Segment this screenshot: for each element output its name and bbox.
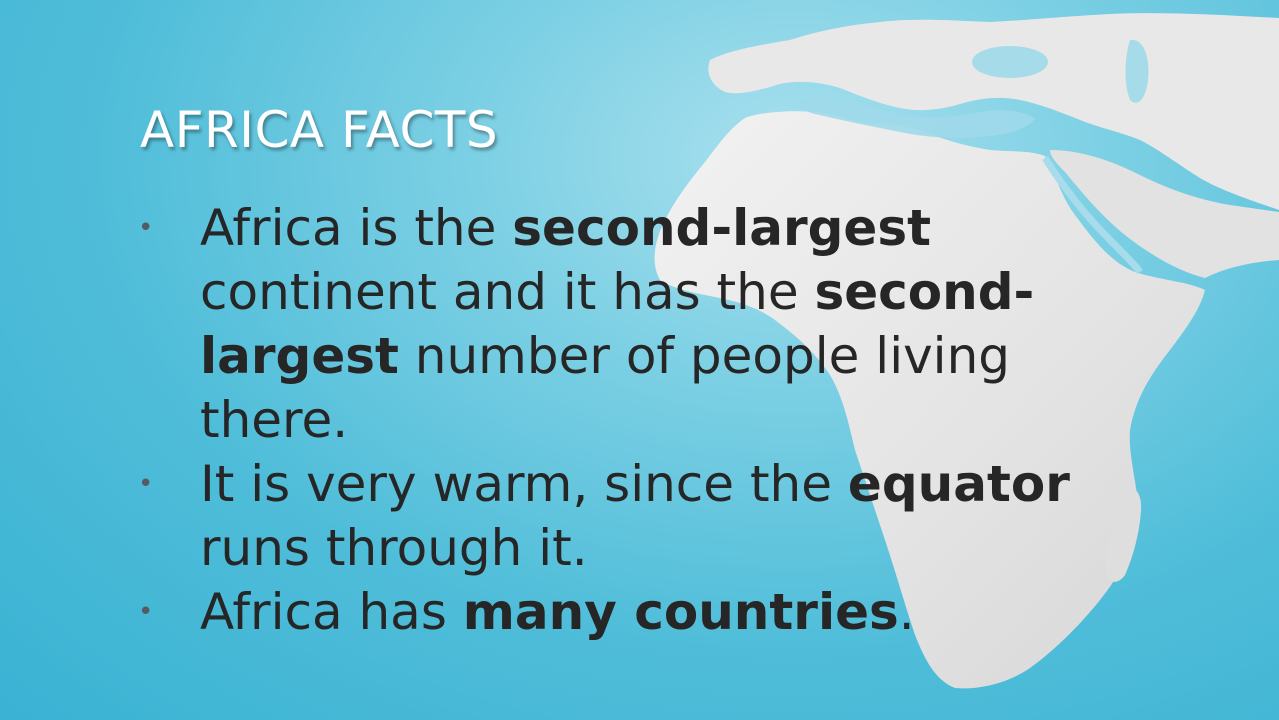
arabia-landmass: [1050, 150, 1279, 278]
bullet-text: It is very warm, since the equator runs …: [200, 455, 1070, 577]
bold-text-segment: second-largest: [200, 263, 1035, 385]
caspian-sea: [1125, 39, 1149, 103]
bullet-item: • Africa is the second-largest continent …: [138, 196, 1138, 452]
slide-title: AFRICA FACTS: [140, 101, 499, 159]
bold-text-segment: second-largest: [512, 199, 931, 257]
bullet-text: Africa is the second-largest continent a…: [200, 199, 1034, 449]
africa-landmass: [654, 111, 1205, 689]
bullet-icon: •: [138, 469, 154, 499]
madagascar-landmass: [1105, 487, 1142, 582]
bullet-item: • It is very warm, since the equator runs…: [138, 452, 1138, 580]
text-segment: continent and it has the: [200, 263, 815, 321]
black-sea: [972, 46, 1048, 78]
bullet-item: • Africa has many countries.: [138, 580, 1138, 644]
text-segment: It is very warm, since the: [200, 455, 848, 513]
bold-text-segment: equator: [847, 455, 1070, 513]
mediterranean-sea: [798, 98, 1035, 139]
text-segment: .: [898, 583, 915, 641]
text-segment: Africa is the: [200, 199, 513, 257]
text-segment: runs through it.: [200, 519, 588, 577]
text-segment: number of people living there.: [200, 327, 1010, 449]
bullet-icon: •: [138, 597, 154, 627]
text-segment: Africa has: [200, 583, 463, 641]
bold-text-segment: many countries: [462, 583, 899, 641]
red-sea: [1042, 156, 1143, 275]
bullet-text: Africa has many countries.: [200, 583, 915, 641]
bullet-list: • Africa is the second-largest continent …: [138, 196, 1138, 644]
bullet-icon: •: [138, 213, 154, 243]
